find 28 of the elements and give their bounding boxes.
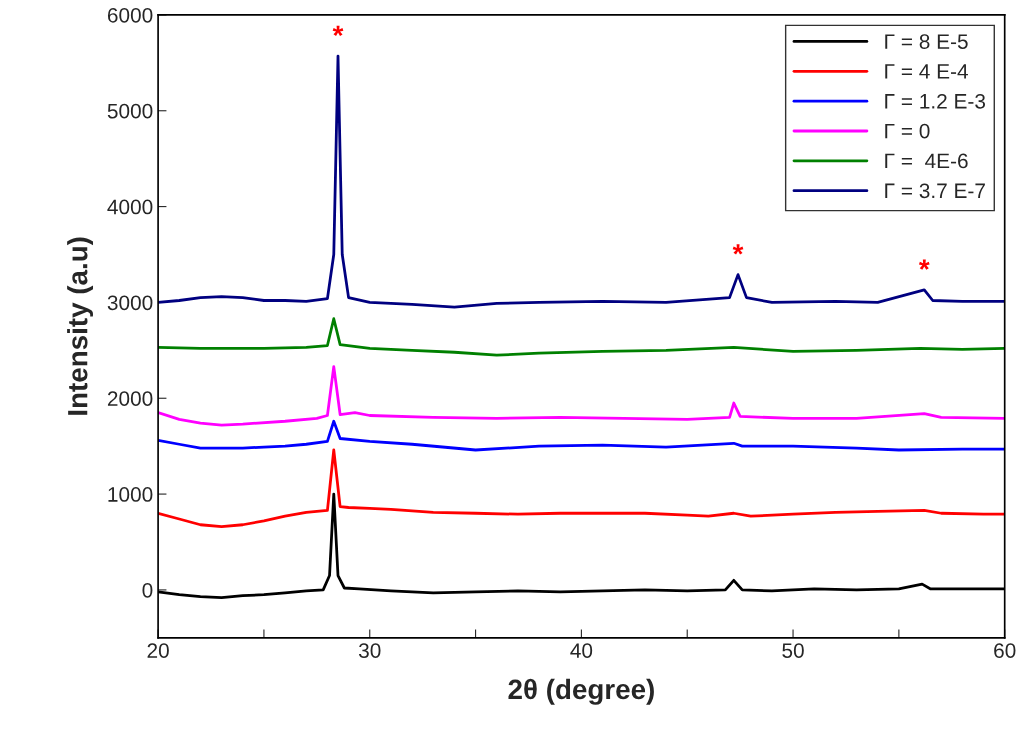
line-series [158, 54, 1005, 309]
line-series [158, 448, 1005, 529]
y-tick-label: 1000 [108, 487, 153, 502]
y-tick-label: 2000 [107, 391, 153, 406]
line-series [158, 419, 1005, 452]
legend-label: Γ = 4E-6 [885, 153, 968, 169]
legend-label: Γ = 8 E-5 [885, 34, 968, 49]
x-axis-title: 2θ (degree) [508, 678, 654, 705]
line-series [158, 317, 1005, 357]
y-tick-label: 5000 [107, 103, 153, 119]
y-tick-label: 3000 [107, 295, 153, 311]
legend-label: Γ = 1.2 E-3 [885, 93, 986, 109]
x-tick-label: 40 [570, 643, 593, 658]
y-tick-label: 4000 [107, 199, 153, 215]
y-tick-label: 0 [142, 582, 153, 598]
line-series [158, 365, 1005, 427]
x-tick-label: 20 [147, 643, 169, 658]
annotation: * [918, 259, 930, 270]
x-tick-label: 30 [358, 643, 381, 658]
annotation: * [332, 25, 344, 37]
y-axis-title: Intensity (a.u) [67, 237, 94, 415]
legend-label: Γ = 4 E-4 [885, 64, 968, 79]
y-tick-label: 6000 [107, 7, 153, 23]
legend-label: Γ = 3.7 E-7 [885, 183, 985, 199]
x-tick-label: 50 [782, 643, 804, 658]
x-tick-label: 60 [994, 643, 1016, 658]
legend-label: Γ = 0 [885, 123, 930, 139]
annotation: * [732, 244, 744, 255]
